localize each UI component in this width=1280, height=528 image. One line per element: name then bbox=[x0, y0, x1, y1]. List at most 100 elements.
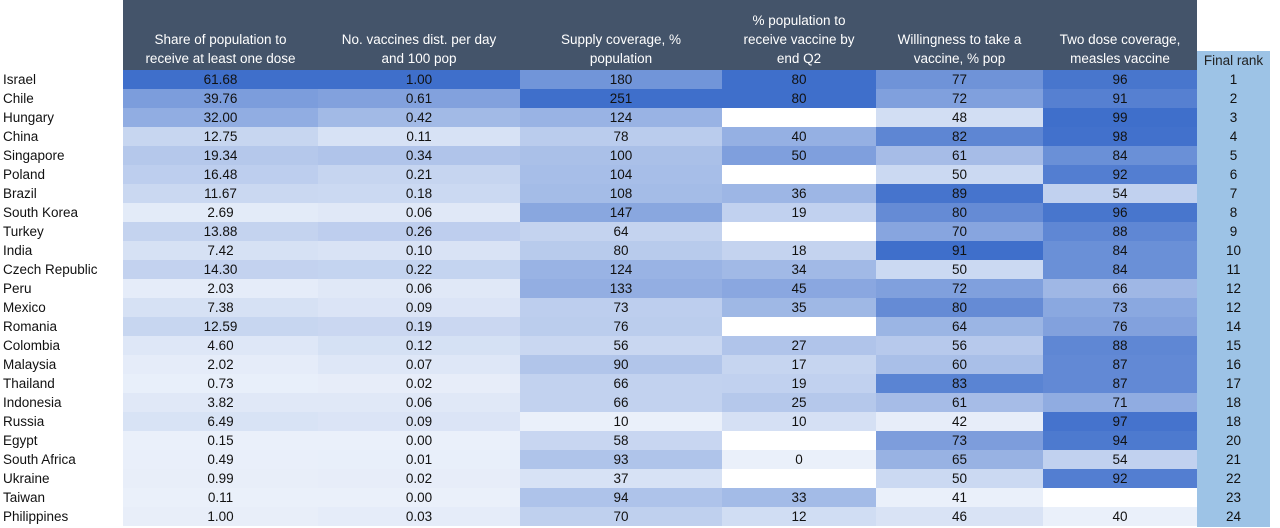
data-cell-measles bbox=[1043, 488, 1197, 507]
data-cell-dist_per_day: 0.02 bbox=[318, 469, 520, 488]
final-rank-value: 10 bbox=[1225, 243, 1242, 258]
data-cell-dist_per_day: 0.02 bbox=[318, 374, 520, 393]
data-cell-willingness: 61 bbox=[876, 393, 1043, 412]
final-rank-value: 14 bbox=[1225, 319, 1242, 334]
data-cell-dist_per_day: 0.07 bbox=[318, 355, 520, 374]
data-cell-supply: 76 bbox=[520, 317, 722, 336]
data-cell-supply: 108 bbox=[520, 184, 722, 203]
data-cell-dist_per_day: 0.26 bbox=[318, 222, 520, 241]
country-label: South Korea bbox=[3, 205, 79, 220]
data-cell-willingness: 72 bbox=[876, 279, 1043, 298]
column-header-line: vaccine, % pop bbox=[913, 51, 1006, 66]
column-header-line: Supply coverage, % bbox=[560, 32, 682, 47]
data-cell-willingness: 56 bbox=[876, 336, 1043, 355]
data-cell-measles: 92 bbox=[1043, 469, 1197, 488]
country-label: Israel bbox=[3, 72, 37, 87]
data-cell-supply: 73 bbox=[520, 298, 722, 317]
data-cell-by_q2: 80 bbox=[722, 70, 876, 89]
final-rank-value: 2 bbox=[1229, 91, 1238, 106]
country-label: China bbox=[3, 129, 39, 144]
country-label: Czech Republic bbox=[3, 262, 98, 277]
column-header-measles: Two dose coverage, measles vaccine bbox=[1043, 0, 1197, 70]
country-label: Indonesia bbox=[3, 395, 62, 410]
final-rank-value: 17 bbox=[1225, 376, 1242, 391]
data-cell-willingness: 80 bbox=[876, 203, 1043, 222]
data-cell-dist_per_day: 0.06 bbox=[318, 203, 520, 222]
data-cell-dist_per_day: 0.22 bbox=[318, 260, 520, 279]
data-cell-measles: 84 bbox=[1043, 146, 1197, 165]
final-rank-value: 22 bbox=[1225, 471, 1242, 486]
data-cell-willingness: 46 bbox=[876, 507, 1043, 526]
data-cell-measles: 40 bbox=[1043, 507, 1197, 526]
data-cell-willingness: 50 bbox=[876, 260, 1043, 279]
data-cell-willingness: 91 bbox=[876, 241, 1043, 260]
data-cell-measles: 73 bbox=[1043, 298, 1197, 317]
data-cell-supply: 58 bbox=[520, 431, 722, 450]
data-cell-first_dose: 2.03 bbox=[123, 279, 318, 298]
data-cell-first_dose: 7.42 bbox=[123, 241, 318, 260]
data-cell-willingness: 50 bbox=[876, 165, 1043, 184]
column-header-text: Supply coverage, % population bbox=[561, 30, 681, 68]
data-cell-by_q2 bbox=[722, 469, 876, 488]
data-cell-dist_per_day: 0.61 bbox=[318, 89, 520, 108]
final-rank-value: 1 bbox=[1229, 72, 1238, 87]
data-cell-first_dose: 3.82 bbox=[123, 393, 318, 412]
data-cell-supply: 78 bbox=[520, 127, 722, 146]
final-rank-value: 7 bbox=[1229, 186, 1238, 201]
data-cell-first_dose: 12.75 bbox=[123, 127, 318, 146]
country-label: Russia bbox=[3, 414, 45, 429]
data-cell-supply: 104 bbox=[520, 165, 722, 184]
column-header-by_q2: % population to receive vaccine by end Q2 bbox=[722, 0, 876, 70]
country-label: Brazil bbox=[3, 186, 37, 201]
data-cell-dist_per_day: 0.18 bbox=[318, 184, 520, 203]
data-cell-willingness: 41 bbox=[876, 488, 1043, 507]
data-cell-first_dose: 0.49 bbox=[123, 450, 318, 469]
final-rank-value: 3 bbox=[1229, 110, 1238, 125]
final-rank-value: 6 bbox=[1229, 167, 1238, 182]
country-label: Chile bbox=[3, 91, 34, 106]
column-header-text: Two dose coverage, measles vaccine bbox=[1060, 30, 1181, 68]
data-cell-first_dose: 0.15 bbox=[123, 431, 318, 450]
data-cell-dist_per_day: 0.19 bbox=[318, 317, 520, 336]
column-header-dist_per_day: No. vaccines dist. per day and 100 pop bbox=[318, 0, 520, 70]
column-header-supply: Supply coverage, % population bbox=[520, 0, 722, 70]
data-cell-by_q2: 33 bbox=[722, 488, 876, 507]
column-header-line: Two dose coverage, bbox=[1059, 32, 1181, 47]
data-cell-supply: 100 bbox=[520, 146, 722, 165]
final-rank-value: 21 bbox=[1225, 452, 1242, 467]
data-cell-supply: 66 bbox=[520, 393, 722, 412]
data-cell-first_dose: 39.76 bbox=[123, 89, 318, 108]
rank-column-bg bbox=[1197, 70, 1270, 527]
data-cell-measles: 88 bbox=[1043, 222, 1197, 241]
data-cell-dist_per_day: 0.06 bbox=[318, 393, 520, 412]
data-cell-supply: 10 bbox=[520, 412, 722, 431]
data-cell-supply: 133 bbox=[520, 279, 722, 298]
data-cell-measles: 92 bbox=[1043, 165, 1197, 184]
data-cell-measles: 97 bbox=[1043, 412, 1197, 431]
data-cell-dist_per_day: 0.00 bbox=[318, 488, 520, 507]
column-header-text: No. vaccines dist. per day and 100 pop bbox=[342, 30, 497, 68]
data-cell-first_dose: 12.59 bbox=[123, 317, 318, 336]
column-header-line: population bbox=[589, 51, 653, 66]
data-cell-first_dose: 1.00 bbox=[123, 507, 318, 526]
data-cell-by_q2 bbox=[722, 317, 876, 336]
country-label: Singapore bbox=[3, 148, 65, 163]
data-cell-willingness: 64 bbox=[876, 317, 1043, 336]
data-cell-by_q2 bbox=[722, 165, 876, 184]
data-cell-by_q2: 18 bbox=[722, 241, 876, 260]
data-cell-measles: 94 bbox=[1043, 431, 1197, 450]
column-header-line: receive vaccine by bbox=[743, 32, 855, 47]
data-cell-by_q2 bbox=[722, 108, 876, 127]
data-cell-supply: 180 bbox=[520, 70, 722, 89]
country-label: Malaysia bbox=[3, 357, 57, 372]
data-cell-dist_per_day: 0.01 bbox=[318, 450, 520, 469]
data-cell-supply: 66 bbox=[520, 374, 722, 393]
data-cell-by_q2: 35 bbox=[722, 298, 876, 317]
country-label: India bbox=[3, 243, 33, 258]
data-cell-first_dose: 0.99 bbox=[123, 469, 318, 488]
data-cell-measles: 76 bbox=[1043, 317, 1197, 336]
final-rank-value: 9 bbox=[1229, 224, 1238, 239]
data-cell-first_dose: 0.73 bbox=[123, 374, 318, 393]
data-cell-by_q2 bbox=[722, 431, 876, 450]
